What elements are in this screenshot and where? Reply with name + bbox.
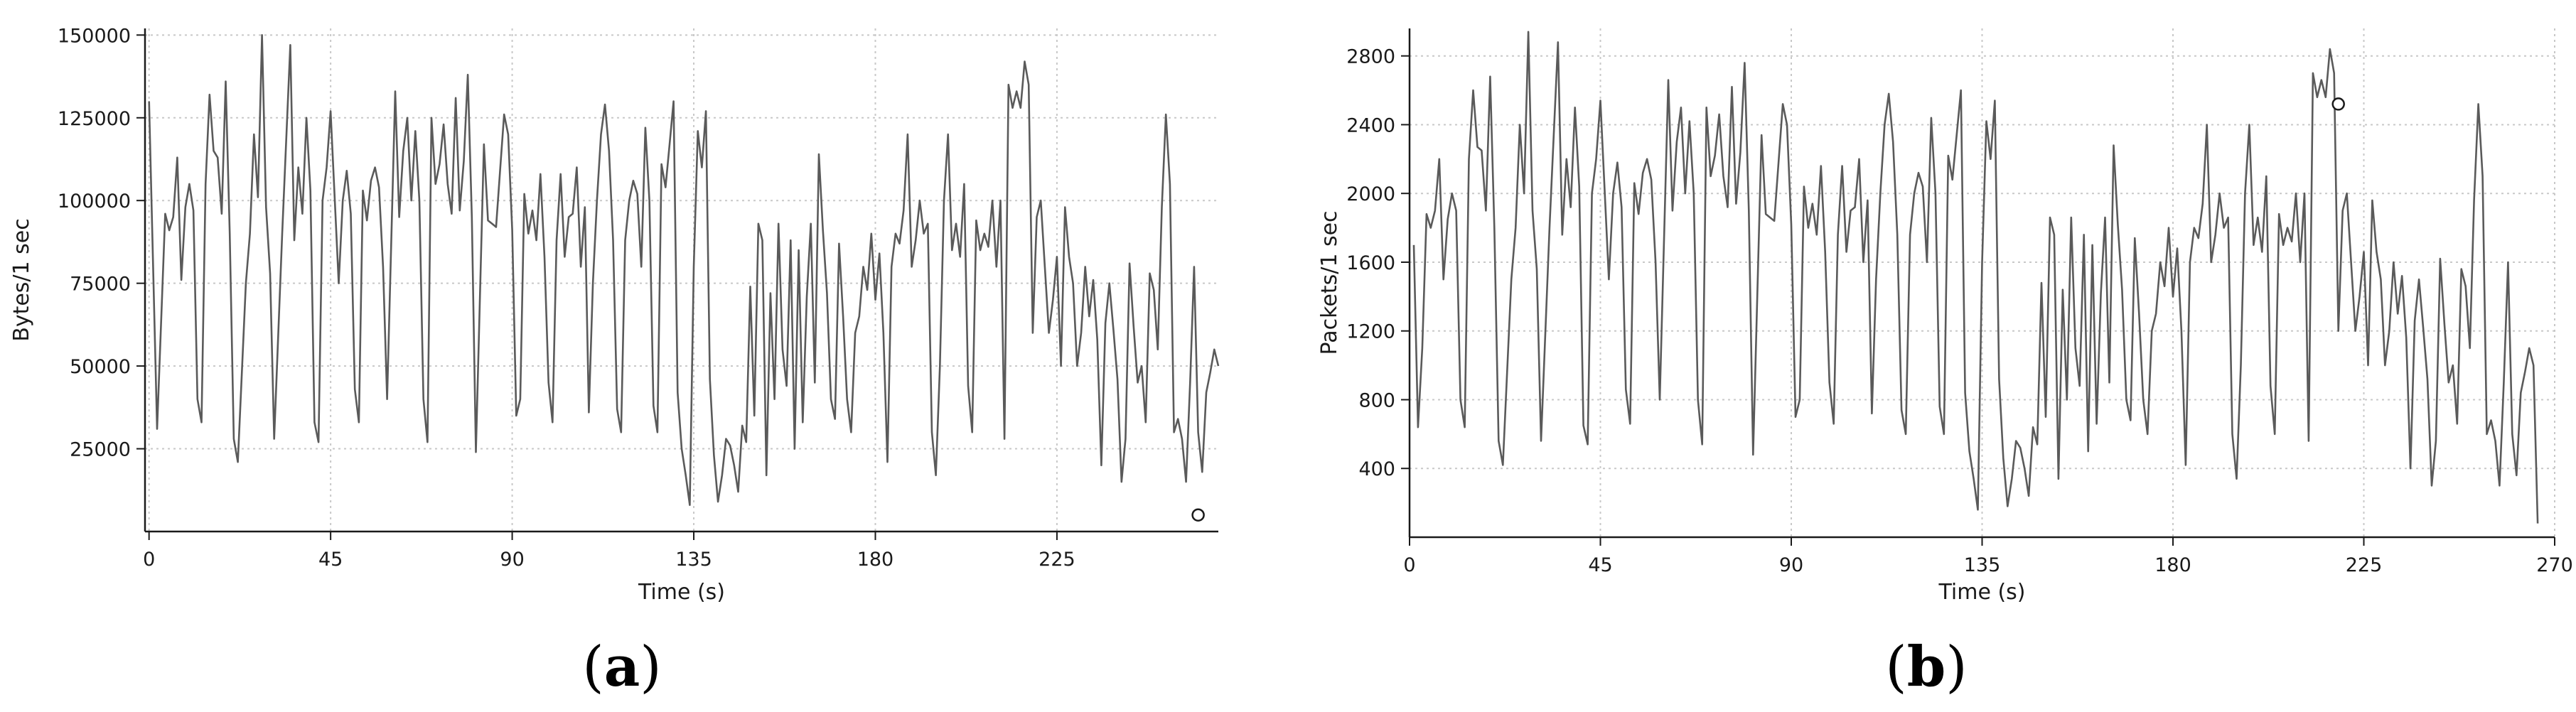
y-tick-label: 25000 <box>70 439 131 461</box>
chart-b-xlabel: Time (s) <box>1938 580 2026 605</box>
chart-a-ylabel: Bytes/1 sec <box>9 218 34 342</box>
chart-b-ticks: 0 45 90 135 180 225 270 400 800 1200 1600 2000 2400 2… <box>1346 46 2572 576</box>
y-tick-label: 400 <box>1358 458 1395 480</box>
chart-a-xlabel: Time (s) <box>638 580 725 605</box>
x-tick-label: 135 <box>675 549 712 571</box>
x-tick-label: 180 <box>2154 554 2191 576</box>
chart-b-series <box>1412 31 2539 524</box>
y-tick-label: 2400 <box>1346 114 1395 136</box>
y-tick-label: 100000 <box>58 190 131 212</box>
x-tick-label: 45 <box>318 549 343 571</box>
x-tick-label: 45 <box>1588 554 1612 576</box>
x-tick-label: 0 <box>143 549 155 571</box>
x-tick-label: 0 <box>1403 554 1415 576</box>
chart-a-ticks: 0 45 90 135 180 225 25000 50000 75000 100000 12500… <box>58 25 1075 571</box>
y-tick-label: 125000 <box>58 108 131 130</box>
y-tick-label: 2800 <box>1346 46 1395 68</box>
panel-label-part: ( <box>1885 635 1906 699</box>
y-tick-label: 800 <box>1358 389 1395 411</box>
series-line <box>148 33 1220 507</box>
x-tick-label: 270 <box>2536 554 2573 576</box>
y-tick-label: 2000 <box>1346 183 1395 205</box>
x-tick-label: 225 <box>2346 554 2383 576</box>
chart-b: 0 45 90 135 180 225 270 400 800 1200 1600 2000 2400 2… <box>1317 28 2573 699</box>
x-tick-label: 225 <box>1039 549 1075 571</box>
y-tick-label: 1600 <box>1346 252 1395 274</box>
x-tick-label: 180 <box>857 549 894 571</box>
panel-label-part: a <box>604 635 640 699</box>
y-tick-label: 75000 <box>70 274 131 296</box>
x-tick-label: 90 <box>500 549 524 571</box>
chart-b-ylabel: Packets/1 sec <box>1317 210 1342 355</box>
panel-label-part: ) <box>1946 635 1967 699</box>
panel-label-part: ) <box>640 635 661 699</box>
series-line <box>1412 31 2539 524</box>
chart-a-series <box>148 33 1220 522</box>
panel-label-part: b <box>1907 635 1946 699</box>
cursor-marker <box>2331 97 2345 111</box>
x-tick-label: 90 <box>1779 554 1803 576</box>
y-tick-label: 150000 <box>58 25 131 47</box>
y-tick-label: 1200 <box>1346 321 1395 343</box>
panel-label-b: (b) <box>1885 635 1967 699</box>
chart-a-axes <box>144 28 1218 533</box>
cursor-marker <box>1191 508 1205 522</box>
chart-a: 0 45 90 135 180 225 25000 50000 75000 100000 12500… <box>9 25 1220 699</box>
panel-label-part: ( <box>582 635 603 699</box>
panel-label-a: (a) <box>582 635 661 699</box>
x-tick-label: 135 <box>1964 554 2001 576</box>
y-tick-label: 50000 <box>70 356 131 378</box>
